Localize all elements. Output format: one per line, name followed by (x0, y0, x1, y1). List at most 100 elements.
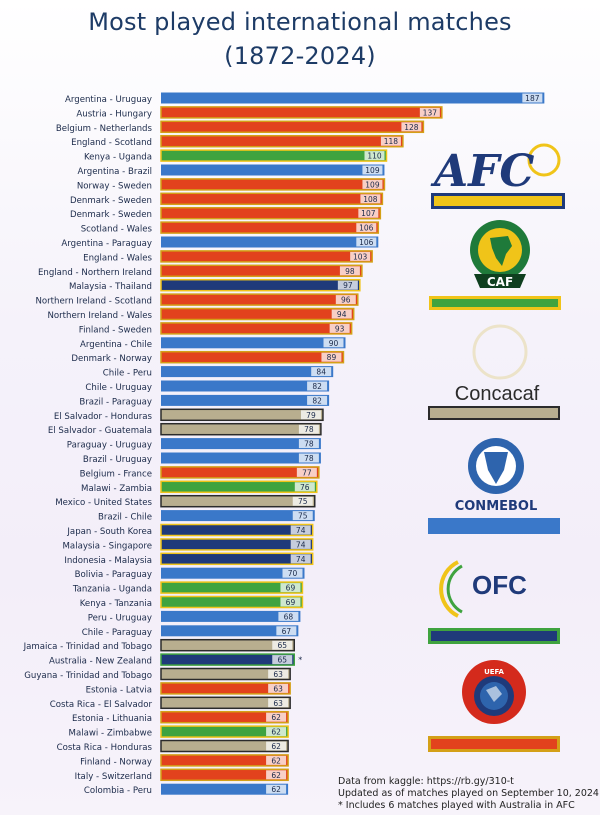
value-label: 69 (286, 584, 296, 593)
value-label: 70 (288, 569, 298, 578)
value-label-bg (307, 395, 328, 405)
category-label: Malawi - Zambia (81, 484, 152, 494)
bar-row: Peru - Uruguay 68 (88, 610, 301, 623)
category-label: Malawi - Zimbabwe (69, 729, 152, 739)
value-label: 62 (271, 771, 281, 780)
category-label: Northern Ireland - Scotland (35, 297, 152, 307)
category-label: Tanzania - Uganda (72, 585, 152, 595)
concacaf-ring-icon (472, 324, 528, 380)
value-label-bg (268, 669, 289, 679)
category-label: Finland - Norway (80, 757, 152, 767)
bar-row: Kenya - Uganda 110 (84, 149, 388, 163)
bar (160, 134, 404, 148)
category-label: Jamaica - Trinidad and Tobago (23, 642, 152, 652)
category-label: Brazil - Uruguay (83, 455, 152, 465)
value-label: 63 (273, 684, 283, 693)
bar-row: Belgium - Netherlands 128 (56, 120, 425, 134)
bar (161, 337, 346, 349)
bar-row: Malaysia - Thailand 97 (69, 278, 361, 292)
value-label-bg (401, 122, 422, 132)
category-label: Brazil - Chile (98, 513, 152, 523)
concacaf-logo (428, 320, 568, 420)
bar (161, 783, 289, 795)
value-label: 63 (273, 670, 283, 679)
bar-row: Norway - Sweden 109 (77, 178, 386, 191)
value-label: 75 (298, 497, 308, 506)
category-label: Scotland - Wales (81, 225, 153, 235)
bar (161, 625, 299, 637)
value-label-bg (280, 583, 301, 593)
bar (160, 552, 314, 566)
category-label: Chile - Uruguay (85, 383, 152, 393)
value-label-bg (272, 655, 293, 665)
value-label-bg (350, 251, 371, 261)
afc-logo-icon: AFC (430, 143, 565, 209)
value-label-bg (268, 683, 289, 693)
bar (160, 768, 289, 782)
bar (161, 510, 315, 522)
value-label: 96 (341, 296, 351, 305)
value-label: 93 (335, 324, 345, 333)
bar-row: Denmark - Sweden 107 (70, 206, 382, 220)
value-label: 67 (282, 627, 292, 636)
value-label-bg (323, 338, 344, 348)
bar (160, 120, 425, 134)
category-label: Estonia - Latvia (86, 685, 152, 695)
bar (161, 164, 385, 176)
value-label: 76 (300, 483, 310, 492)
bar (161, 380, 330, 392)
value-label-bg (339, 266, 360, 276)
bar (161, 366, 334, 378)
category-label: England - Northern Ireland (38, 268, 152, 278)
concacaf-color-bar (428, 406, 560, 420)
bar-row: Argentina - Paraguay 106 (61, 236, 379, 249)
value-label-bg (331, 309, 352, 319)
value-label: 103 (353, 252, 368, 261)
concacaf-logo-text: Concacaf (454, 383, 540, 405)
afc-logo: AFC (428, 138, 568, 212)
value-label: 98 (345, 267, 355, 276)
value-label: 62 (271, 756, 281, 765)
ofc-logo: OFC (428, 552, 568, 648)
bar-row: Argentina - Uruguay 187 (65, 92, 545, 105)
category-label: Kenya - Tanzania (80, 599, 152, 609)
bar-row: Costa Rica - Honduras 62 (57, 739, 289, 753)
uefa-logo: UEFA (428, 656, 568, 760)
value-label: 62 (271, 785, 281, 794)
bar-row: Guyana - Trinidad and Tobago 63 (24, 667, 291, 681)
bar (161, 567, 305, 579)
value-label: 62 (271, 713, 281, 722)
bar (160, 725, 289, 738)
category-label: Peru - Uruguay (88, 613, 152, 623)
bar (160, 480, 318, 494)
value-label-bg (272, 640, 293, 650)
bar (160, 264, 363, 278)
category-label: Argentina - Paraguay (61, 239, 152, 249)
bar-row: Kenya - Tanzania 69 (80, 595, 304, 609)
category-label: Denmark - Sweden (70, 196, 152, 206)
bar (160, 638, 295, 652)
conmebol-logo-text: CONMEBOL (455, 499, 538, 514)
value-label: 62 (271, 742, 281, 751)
value-label-bg (380, 136, 401, 146)
value-label-bg (290, 554, 311, 564)
value-label: 106 (359, 224, 374, 233)
value-label-bg (419, 107, 440, 117)
category-label: Malaysia - Singapore (63, 541, 152, 551)
bar-row: Malawi - Zambia 76 (81, 480, 318, 494)
bar (160, 250, 373, 263)
value-label: 108 (363, 195, 378, 204)
value-label-bg (280, 597, 301, 607)
caf-logo-text: CAF (487, 275, 513, 289)
bar-row: Mexico - United States 75 (55, 494, 316, 508)
conmebol-logo: CONMEBOL (428, 434, 568, 538)
bar-row: Chile - Paraguay 67 (82, 625, 299, 638)
value-label: 90 (329, 339, 339, 348)
bar-row: El Salvador - Guatemala 78 (48, 422, 322, 436)
value-label-bg (364, 151, 385, 161)
category-label: Austria - Hungary (76, 109, 152, 119)
value-label: 109 (365, 166, 380, 175)
bar-row: Indonesia - Malaysia 74 (64, 552, 314, 566)
value-label-bg (329, 323, 350, 333)
